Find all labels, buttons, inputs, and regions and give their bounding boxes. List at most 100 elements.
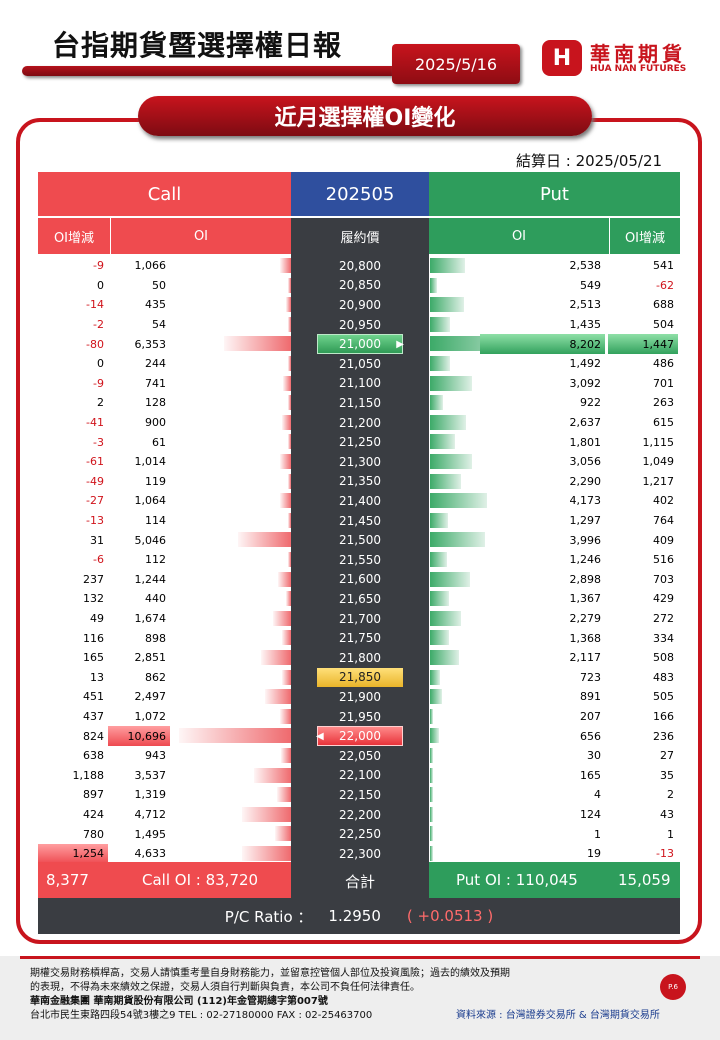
put-oi: 549 (580, 278, 601, 292)
table-row: 2 128 922 263 21,150 (38, 393, 680, 413)
settlement-date: 結算日 : 2025/05/21 (516, 152, 663, 170)
call-oi: 112 (145, 553, 166, 567)
put-oi: 30 (587, 749, 601, 763)
put-oi-bar (430, 532, 485, 548)
call-oi-change: 897 (83, 788, 104, 802)
call-oi-change: 1,188 (72, 768, 105, 782)
put-oi-change: 263 (653, 396, 674, 410)
arrow-right-icon: ▶ (396, 338, 404, 350)
put-oi-change: 764 (653, 514, 674, 528)
put-oi-bar (430, 454, 472, 469)
call-oi-bar (281, 748, 291, 763)
call-oi-bar (286, 297, 291, 313)
put-oi: 1,246 (569, 553, 602, 567)
table-row: 13 862 723 483 21,850 (38, 667, 680, 688)
put-oi: 2,637 (569, 416, 602, 430)
call-oi-bar (288, 316, 291, 332)
put-oi-bar (430, 493, 487, 509)
put-oi-change: 615 (653, 416, 674, 430)
call-oi: 50 (152, 278, 166, 292)
put-oi-bar (430, 728, 439, 744)
call-oi-bar (288, 277, 291, 293)
put-oi: 165 (580, 768, 601, 782)
put-oi-bar (430, 434, 455, 450)
put-oi-change: 409 (653, 533, 674, 547)
table-row: 1,188 3,537 165 35 22,100 (38, 766, 680, 786)
put-oi-bar (430, 767, 433, 783)
call-oi-change: 165 (83, 651, 104, 665)
put-oi-change: 1 (667, 827, 674, 841)
call-oi-change: -41 (86, 416, 104, 430)
strike-price: 21,600 (339, 572, 381, 587)
call-oi-change: 13 (90, 670, 104, 684)
table-row: -13 114 1,297 764 21,450 (38, 511, 680, 531)
put-oi-bar (430, 610, 462, 626)
table-row: 897 1,319 4 2 22,150 (38, 785, 680, 805)
report-date: 2025/5/16 (392, 44, 520, 84)
call-oi: 1,244 (134, 572, 167, 586)
put-oi-change: 516 (653, 553, 674, 567)
strike-price: 21,200 (339, 415, 381, 430)
put-oi-bar (430, 591, 449, 607)
put-oi: 4 (594, 788, 601, 802)
put-oi-change: 486 (653, 357, 674, 371)
strike-price: 21,700 (339, 611, 381, 626)
put-oi: 3,092 (569, 376, 602, 390)
call-oi: 10,696 (108, 726, 170, 746)
call-oi-bar (288, 473, 291, 489)
put-oi-change: 27 (660, 749, 674, 763)
strike-price: 22,050 (339, 748, 381, 763)
call-oi-bar (264, 689, 291, 705)
put-oi-change: -13 (656, 847, 674, 861)
call-oi-bar (281, 669, 291, 685)
put-oi-change: 272 (653, 612, 674, 626)
put-oi-change-header: OI增減 (610, 218, 680, 254)
call-oi-change: -80 (86, 337, 104, 351)
call-oi: 435 (145, 298, 166, 312)
put-oi-change: 429 (653, 592, 674, 606)
put-oi: 2,290 (569, 474, 602, 488)
logo-english-name: HUA NAN FUTURES (590, 64, 687, 74)
put-oi-change: 236 (653, 729, 674, 743)
call-oi-bar (279, 493, 291, 509)
table-row: 424 4,712 124 43 22,200 (38, 805, 680, 825)
pc-ratio-change: ( +0.0513 ) (406, 907, 494, 925)
put-oi-bar (430, 787, 433, 803)
call-oi-bar (288, 356, 291, 371)
logo-badge-icon: H (542, 40, 582, 76)
put-oi: 1,368 (569, 631, 602, 645)
put-oi-bar (430, 806, 433, 822)
call-oi-bar (277, 571, 291, 587)
call-oi-change: -27 (86, 494, 104, 508)
call-oi: 114 (145, 514, 166, 528)
table-row: 132 440 1,367 429 21,650 (38, 589, 680, 609)
call-oi: 900 (145, 416, 166, 430)
call-oi: 862 (145, 670, 166, 684)
call-oi: 5,046 (134, 533, 167, 547)
put-oi-bar (430, 826, 433, 842)
put-oi-bar (430, 846, 433, 861)
call-oi-change: 0 (97, 278, 104, 292)
call-oi: 1,674 (134, 612, 167, 626)
put-oi-change: 2 (667, 788, 674, 802)
call-oi-change: 237 (83, 572, 104, 586)
call-oi-change: -9 (93, 376, 104, 390)
call-oi: 6,353 (134, 337, 167, 351)
strike-price: 21,350 (339, 474, 381, 489)
table-row: -49 119 2,290 1,217 21,350 (38, 472, 680, 492)
call-oi-bar (279, 708, 291, 724)
call-oi-bar (288, 552, 291, 567)
put-oi-change: 483 (653, 670, 674, 684)
logo-chinese-name: 華南期貨 (590, 42, 686, 66)
call-oi: 128 (145, 396, 166, 410)
strike-price: 21,950 (339, 709, 381, 724)
call-oi-change: -3 (93, 435, 104, 449)
strike-price: 21,000 ▶ (317, 334, 404, 354)
call-oi: 1,066 (134, 259, 167, 273)
strike-price: 20,850 (339, 278, 381, 293)
disclaimer-line-2: 的表現，不得為未來績效之保證，交易人須自行判斷與負責，本公司不負任何法律責任。 (30, 982, 420, 993)
call-oi-change: 49 (90, 612, 104, 626)
call-oi: 741 (145, 376, 166, 390)
call-oi: 4,633 (134, 847, 167, 861)
call-oi-change: -9 (93, 259, 104, 273)
